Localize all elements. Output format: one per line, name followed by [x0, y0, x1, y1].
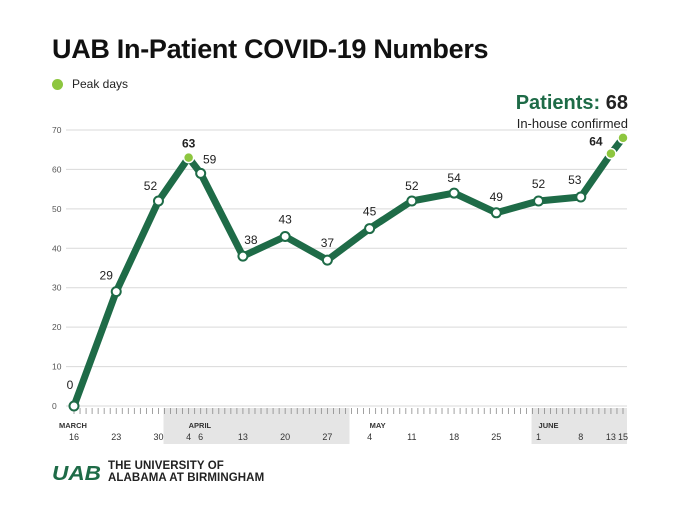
x-tick-label: 1 — [536, 432, 541, 442]
data-point — [110, 286, 122, 298]
data-point — [490, 207, 502, 219]
callout-label: Patients: — [515, 92, 601, 114]
y-tick-label: 0 — [52, 401, 57, 411]
y-tick-label: 70 — [52, 125, 62, 135]
y-tick-label: 60 — [52, 164, 62, 174]
data-label: 49 — [490, 190, 504, 204]
data-label: 38 — [244, 233, 258, 247]
footer-branding: UAB THE UNIVERSITY OF ALABAMA AT BIRMING… — [52, 460, 264, 484]
x-month-label: APRIL — [189, 421, 212, 430]
chart-title: UAB In-Patient COVID-19 Numbers — [52, 34, 489, 64]
y-tick-label: 50 — [52, 204, 62, 214]
x-tick-label: 11 — [407, 432, 416, 442]
x-tick-label: 20 — [280, 432, 290, 442]
x-tick-label: 6 — [198, 432, 203, 442]
data-point — [152, 195, 164, 207]
data-label: 63 — [182, 137, 196, 151]
data-label: 54 — [447, 171, 461, 185]
x-tick-label: 23 — [111, 432, 121, 442]
svg-text:UAB: UAB — [52, 463, 101, 482]
y-tick-label: 10 — [52, 362, 62, 372]
data-point — [237, 250, 249, 262]
callout-headline: Patients: 68 — [516, 92, 628, 115]
x-tick-label: 30 — [153, 432, 163, 442]
x-tick-label: 18 — [449, 432, 459, 442]
x-month-label: MARCH — [59, 421, 87, 430]
data-label: 37 — [321, 236, 335, 250]
x-tick-label: 13 — [606, 432, 616, 442]
peak-point — [617, 132, 629, 144]
data-label: 0 — [67, 378, 74, 392]
peak-dot-icon — [52, 78, 63, 90]
footer-text: THE UNIVERSITY OF ALABAMA AT BIRMINGHAM — [108, 460, 264, 484]
x-tick-label: 13 — [238, 432, 248, 442]
x-tick-label: 8 — [578, 432, 583, 442]
data-point — [364, 223, 376, 235]
data-point — [406, 195, 418, 207]
data-point — [68, 400, 80, 412]
x-tick-label: 4 — [186, 432, 191, 442]
data-label: 59 — [203, 152, 217, 166]
footer-line1: THE UNIVERSITY OF — [108, 460, 224, 472]
data-point — [448, 187, 460, 199]
y-tick-label: 30 — [52, 283, 62, 293]
data-label: 45 — [363, 205, 377, 219]
data-point — [575, 191, 587, 203]
x-tick-label: 4 — [367, 432, 372, 442]
series-line — [70, 134, 627, 410]
data-label: 64 — [589, 135, 603, 149]
x-month-label: JUNE — [539, 421, 559, 430]
data-label: 53 — [568, 173, 582, 187]
legend-label: Peak days — [72, 77, 129, 91]
y-tick-label: 40 — [52, 243, 62, 253]
x-tick-label: 27 — [322, 432, 332, 442]
data-label: 52 — [405, 179, 419, 193]
callout-value: 68 — [605, 92, 628, 114]
data-label: 52 — [144, 179, 158, 193]
data-point — [195, 167, 207, 179]
data-label: 52 — [532, 177, 546, 191]
y-tick-label: 20 — [52, 322, 62, 332]
x-tick-label: 15 — [618, 432, 628, 442]
x-tick-label: 16 — [69, 432, 79, 442]
legend: Peak days — [52, 77, 128, 91]
data-label: 29 — [100, 269, 114, 283]
x-tick-label: 25 — [491, 432, 501, 442]
x-month-label: MAY — [370, 421, 386, 430]
data-point — [321, 254, 333, 266]
data-point — [279, 230, 291, 242]
footer-line2: ALABAMA AT BIRMINGHAM — [108, 472, 265, 484]
data-label: 43 — [278, 212, 292, 226]
callout-subtitle: In-house confirmed — [516, 116, 628, 131]
patients-callout: Patients: 68 In-house confirmed — [516, 92, 628, 131]
peak-point — [182, 151, 195, 164]
data-point — [533, 195, 545, 207]
uab-logo-icon: UAB — [52, 463, 101, 482]
peak-point — [605, 147, 617, 160]
